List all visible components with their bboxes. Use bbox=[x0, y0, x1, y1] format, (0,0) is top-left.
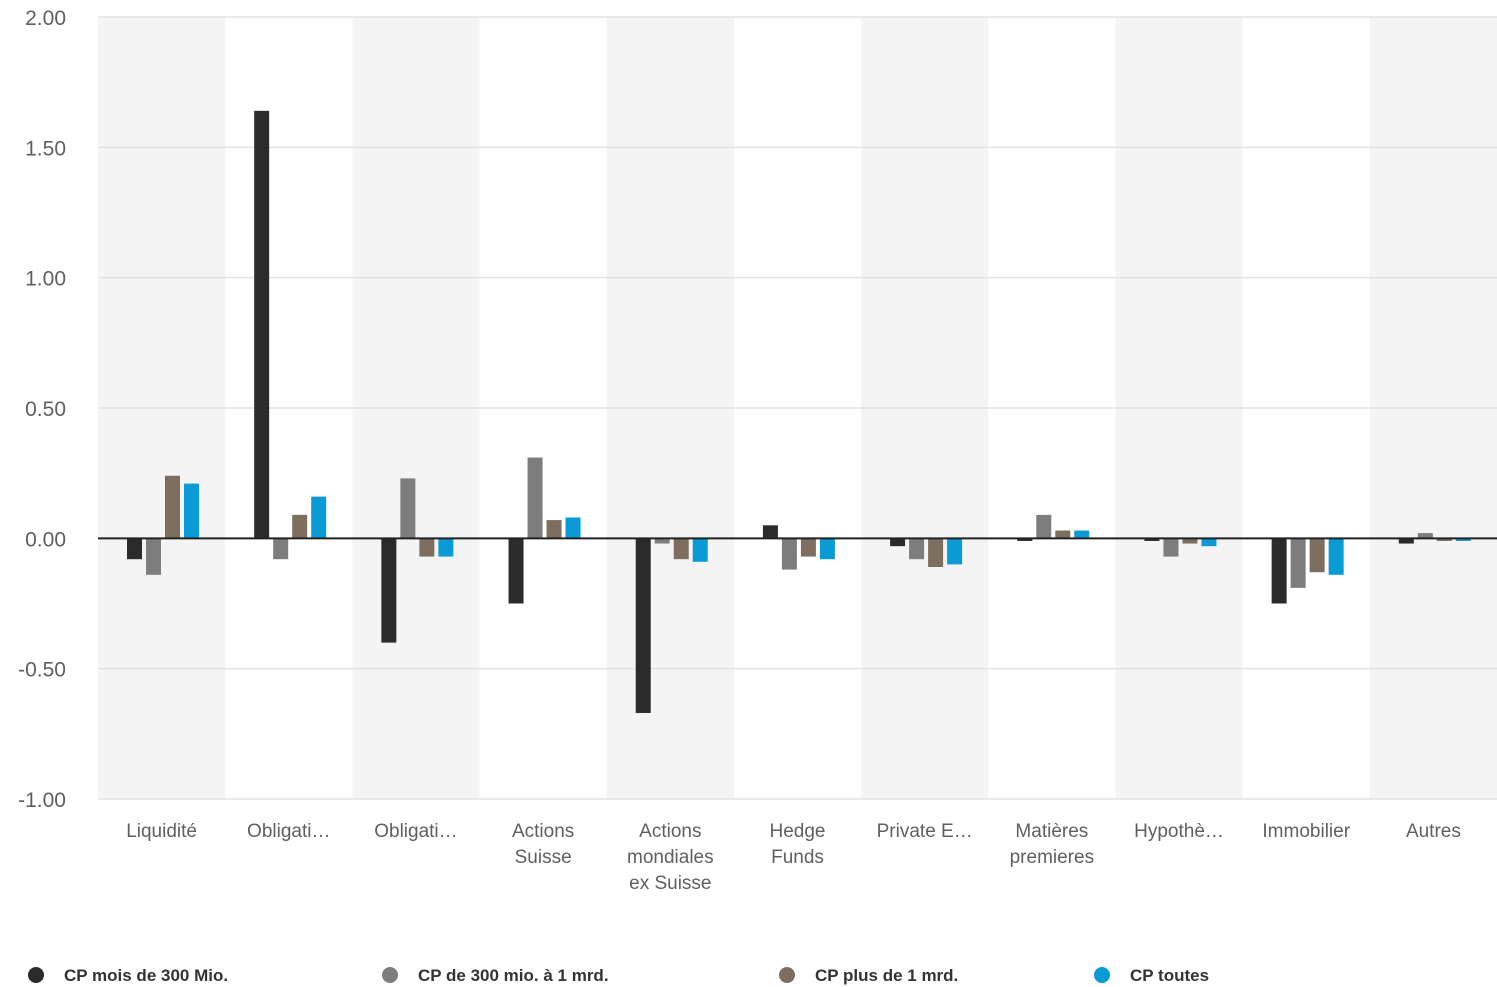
bar bbox=[890, 538, 906, 547]
bars bbox=[127, 110, 1471, 713]
bar bbox=[1074, 530, 1090, 539]
gridlines bbox=[98, 16, 1497, 800]
legend: CP mois de 300 Mio. CP de 300 mio. à 1 mr… bbox=[28, 966, 1209, 985]
bar bbox=[781, 538, 797, 570]
bar bbox=[1455, 538, 1471, 541]
legend-label: CP plus de 1 mrd. bbox=[815, 966, 958, 985]
bar bbox=[527, 457, 543, 539]
y-tick-label: 2.00 bbox=[25, 7, 66, 30]
legend-label: CP mois de 300 Mio. bbox=[64, 966, 228, 985]
bar bbox=[254, 110, 270, 539]
bar bbox=[800, 538, 816, 557]
bar bbox=[1290, 538, 1306, 588]
y-tick-label: 1.50 bbox=[25, 137, 66, 160]
bar bbox=[184, 483, 199, 539]
bar bbox=[1055, 530, 1071, 539]
legend-item[interactable]: CP de 300 mio. à 1 mrd. bbox=[382, 966, 609, 985]
legend-marker bbox=[779, 967, 795, 983]
bar bbox=[127, 538, 142, 560]
bar bbox=[1271, 538, 1287, 604]
x-axis-labels: Liquidité Obligati… Obligati… Actions Suisse… bbox=[126, 821, 1461, 894]
legend-item[interactable]: CP toutes bbox=[1094, 966, 1209, 985]
bar bbox=[1144, 538, 1160, 541]
bar bbox=[419, 538, 435, 557]
bar bbox=[819, 538, 835, 560]
x-category-label: Hedge bbox=[770, 821, 826, 842]
x-category-label: Autres bbox=[1406, 821, 1461, 842]
x-category-label: Private E… bbox=[877, 821, 973, 842]
legend-marker bbox=[28, 967, 44, 983]
legend-item[interactable]: CP plus de 1 mrd. bbox=[779, 966, 958, 985]
bar bbox=[1328, 538, 1344, 575]
x-category-label: Immobilier bbox=[1262, 821, 1350, 842]
x-category-label: Liquidité bbox=[126, 821, 197, 842]
y-tick-label: 1.00 bbox=[25, 268, 66, 291]
bar bbox=[1182, 538, 1198, 544]
x-category-label: Hypothè… bbox=[1134, 821, 1224, 842]
bar bbox=[928, 538, 944, 568]
y-tick-label: -1.00 bbox=[18, 789, 66, 812]
bar bbox=[400, 478, 416, 539]
bar bbox=[1436, 538, 1452, 541]
x-category-label: Funds bbox=[771, 847, 824, 868]
bar bbox=[635, 538, 651, 713]
bar bbox=[292, 514, 308, 539]
y-axis-ticks: 2.00 1.50 1.00 0.50 0.00 -0.50 -1.00 bbox=[18, 7, 66, 812]
x-category-label: Actions bbox=[639, 821, 701, 842]
y-tick-label: 0.50 bbox=[25, 398, 66, 421]
bar bbox=[1163, 538, 1179, 557]
bar bbox=[1398, 538, 1414, 544]
bar bbox=[508, 538, 524, 604]
y-tick-label: 0.00 bbox=[25, 528, 66, 551]
bar bbox=[165, 475, 180, 539]
x-category-label: ex Suisse bbox=[629, 873, 711, 894]
bar bbox=[1036, 514, 1052, 539]
legend-marker bbox=[1094, 967, 1110, 983]
bar bbox=[438, 538, 454, 557]
legend-marker bbox=[382, 967, 398, 983]
bar bbox=[1017, 538, 1033, 541]
bar bbox=[1417, 533, 1433, 539]
x-category-label: mondiales bbox=[627, 847, 714, 868]
bar bbox=[692, 538, 708, 562]
x-category-label: Actions bbox=[512, 821, 574, 842]
y-tick-label: -0.50 bbox=[18, 659, 66, 682]
bar bbox=[381, 538, 397, 643]
bar bbox=[909, 538, 925, 560]
bar bbox=[565, 517, 581, 539]
bar bbox=[947, 538, 963, 565]
x-category-label: Obligati… bbox=[247, 821, 330, 842]
bar bbox=[654, 538, 670, 544]
bar bbox=[546, 520, 562, 539]
x-category-label: Obligati… bbox=[374, 821, 457, 842]
x-category-label: Matières bbox=[1015, 821, 1088, 842]
legend-label: CP toutes bbox=[1130, 966, 1209, 985]
bar bbox=[762, 525, 778, 539]
x-category-label: Suisse bbox=[515, 847, 572, 868]
x-category-label: premieres bbox=[1010, 847, 1094, 868]
bar bbox=[1309, 538, 1325, 573]
bar bbox=[1201, 538, 1217, 547]
legend-label: CP de 300 mio. à 1 mrd. bbox=[418, 966, 609, 985]
legend-item[interactable]: CP mois de 300 Mio. bbox=[28, 966, 228, 985]
bar bbox=[273, 538, 289, 560]
bar bbox=[673, 538, 689, 560]
bar bbox=[146, 538, 161, 575]
bar bbox=[311, 496, 327, 539]
